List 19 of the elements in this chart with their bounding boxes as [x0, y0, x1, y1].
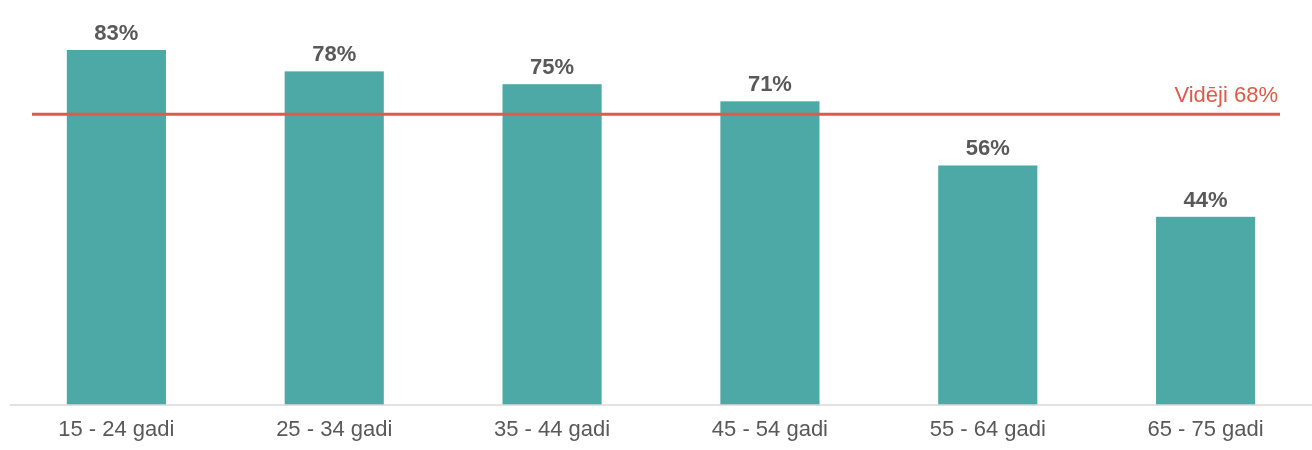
x-tick-label: 45 - 54 gadi: [711, 416, 829, 441]
data-label: 44%: [1183, 186, 1228, 212]
data-label: 75%: [530, 54, 575, 80]
bar: [1156, 216, 1256, 405]
bar: [502, 84, 602, 405]
x-tick-label: 65 - 75 gadi: [1147, 416, 1264, 441]
bar: [66, 50, 166, 405]
bar: [938, 165, 1038, 405]
data-label: 78%: [312, 41, 357, 67]
data-label: 71%: [747, 71, 792, 97]
bar: [284, 71, 384, 405]
bar: [720, 101, 820, 405]
ref-line-label: Vidēji 68%: [1174, 82, 1278, 108]
x-tick-label: 15 - 24 gadi: [58, 416, 175, 441]
data-label: 83%: [94, 20, 139, 45]
data-label: 56%: [965, 135, 1010, 161]
x-tick-label: 25 - 34 gadi: [276, 416, 393, 441]
x-tick-label: 35 - 44 gadi: [493, 416, 611, 441]
x-tick-label: 55 - 64 gadi: [929, 416, 1046, 441]
